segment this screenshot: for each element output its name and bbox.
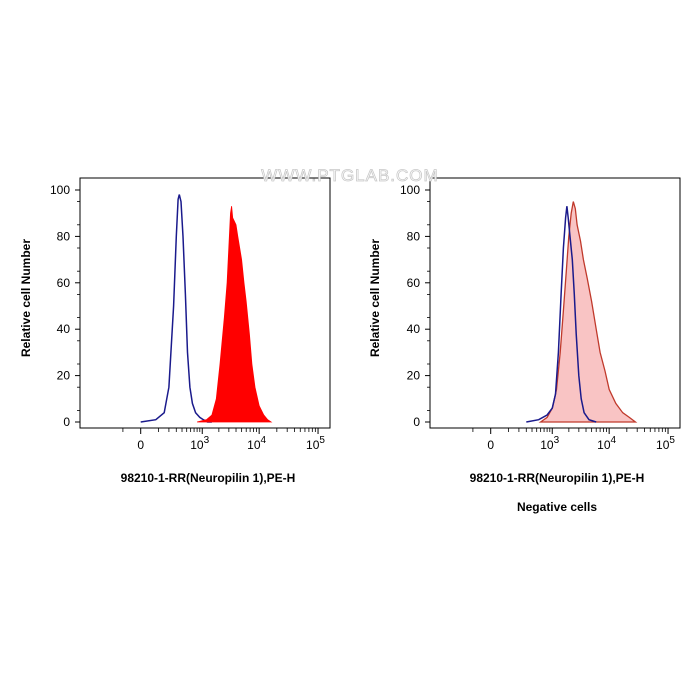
sample-histogram-area-light <box>538 201 638 423</box>
y-tick-label: 100 <box>50 183 70 197</box>
watermark-text: WWW.PTGLAB.COM <box>261 166 438 185</box>
histogram-panel-negative-cells: 0 20 40 60 80 100 0 103 104 105 Relative cell Num… <box>368 177 681 514</box>
x-tick-label: 104 <box>247 435 266 452</box>
y-tick-label: 20 <box>407 369 421 383</box>
y-axis-title: Relative cell Number <box>19 239 33 357</box>
y-tick-label: 100 <box>400 183 420 197</box>
x-tick-label: 103 <box>540 435 559 452</box>
x-axis-title: 98210-1-RR(Neuropilin 1),PE-H <box>470 471 645 485</box>
x-tick-label: 0 <box>487 438 494 452</box>
histogram-panel-neuropilin-positive: 0 20 40 60 80 100 0 103 104 105 Relative cell Num… <box>19 177 331 485</box>
series-layer <box>526 201 638 423</box>
panel-caption: Negative cells <box>517 500 597 514</box>
x-tick-label: 0 <box>137 438 144 452</box>
y-tick-label: 40 <box>407 322 421 336</box>
y-tick-label: 0 <box>413 415 420 429</box>
x-tick-label: 103 <box>190 435 209 452</box>
y-tick-label: 80 <box>57 229 71 243</box>
y-tick-label: 40 <box>57 322 71 336</box>
y-tick-label: 20 <box>57 369 71 383</box>
sample-histogram-area <box>197 206 273 423</box>
x-tick-label: 105 <box>656 435 675 452</box>
y-tick-label: 60 <box>57 276 71 290</box>
y-tick-label: 60 <box>407 276 421 290</box>
isotype-control-histogram-line <box>526 206 597 423</box>
series-layer <box>140 194 273 423</box>
plot-frame <box>429 177 681 429</box>
y-tick-label: 0 <box>63 415 70 429</box>
x-tick-label: 104 <box>597 435 616 452</box>
isotype-control-histogram-line <box>140 194 212 423</box>
axes-layer: 0 20 40 60 80 100 0 103 104 105 <box>50 183 325 452</box>
x-tick-label: 105 <box>306 435 325 452</box>
y-axis-title: Relative cell Number <box>368 239 382 357</box>
x-axis-title: 98210-1-RR(Neuropilin 1),PE-H <box>121 471 296 485</box>
plot-frame <box>79 177 331 429</box>
axes-layer: 0 20 40 60 80 100 0 103 104 105 <box>400 183 675 452</box>
y-tick-label: 80 <box>407 229 421 243</box>
